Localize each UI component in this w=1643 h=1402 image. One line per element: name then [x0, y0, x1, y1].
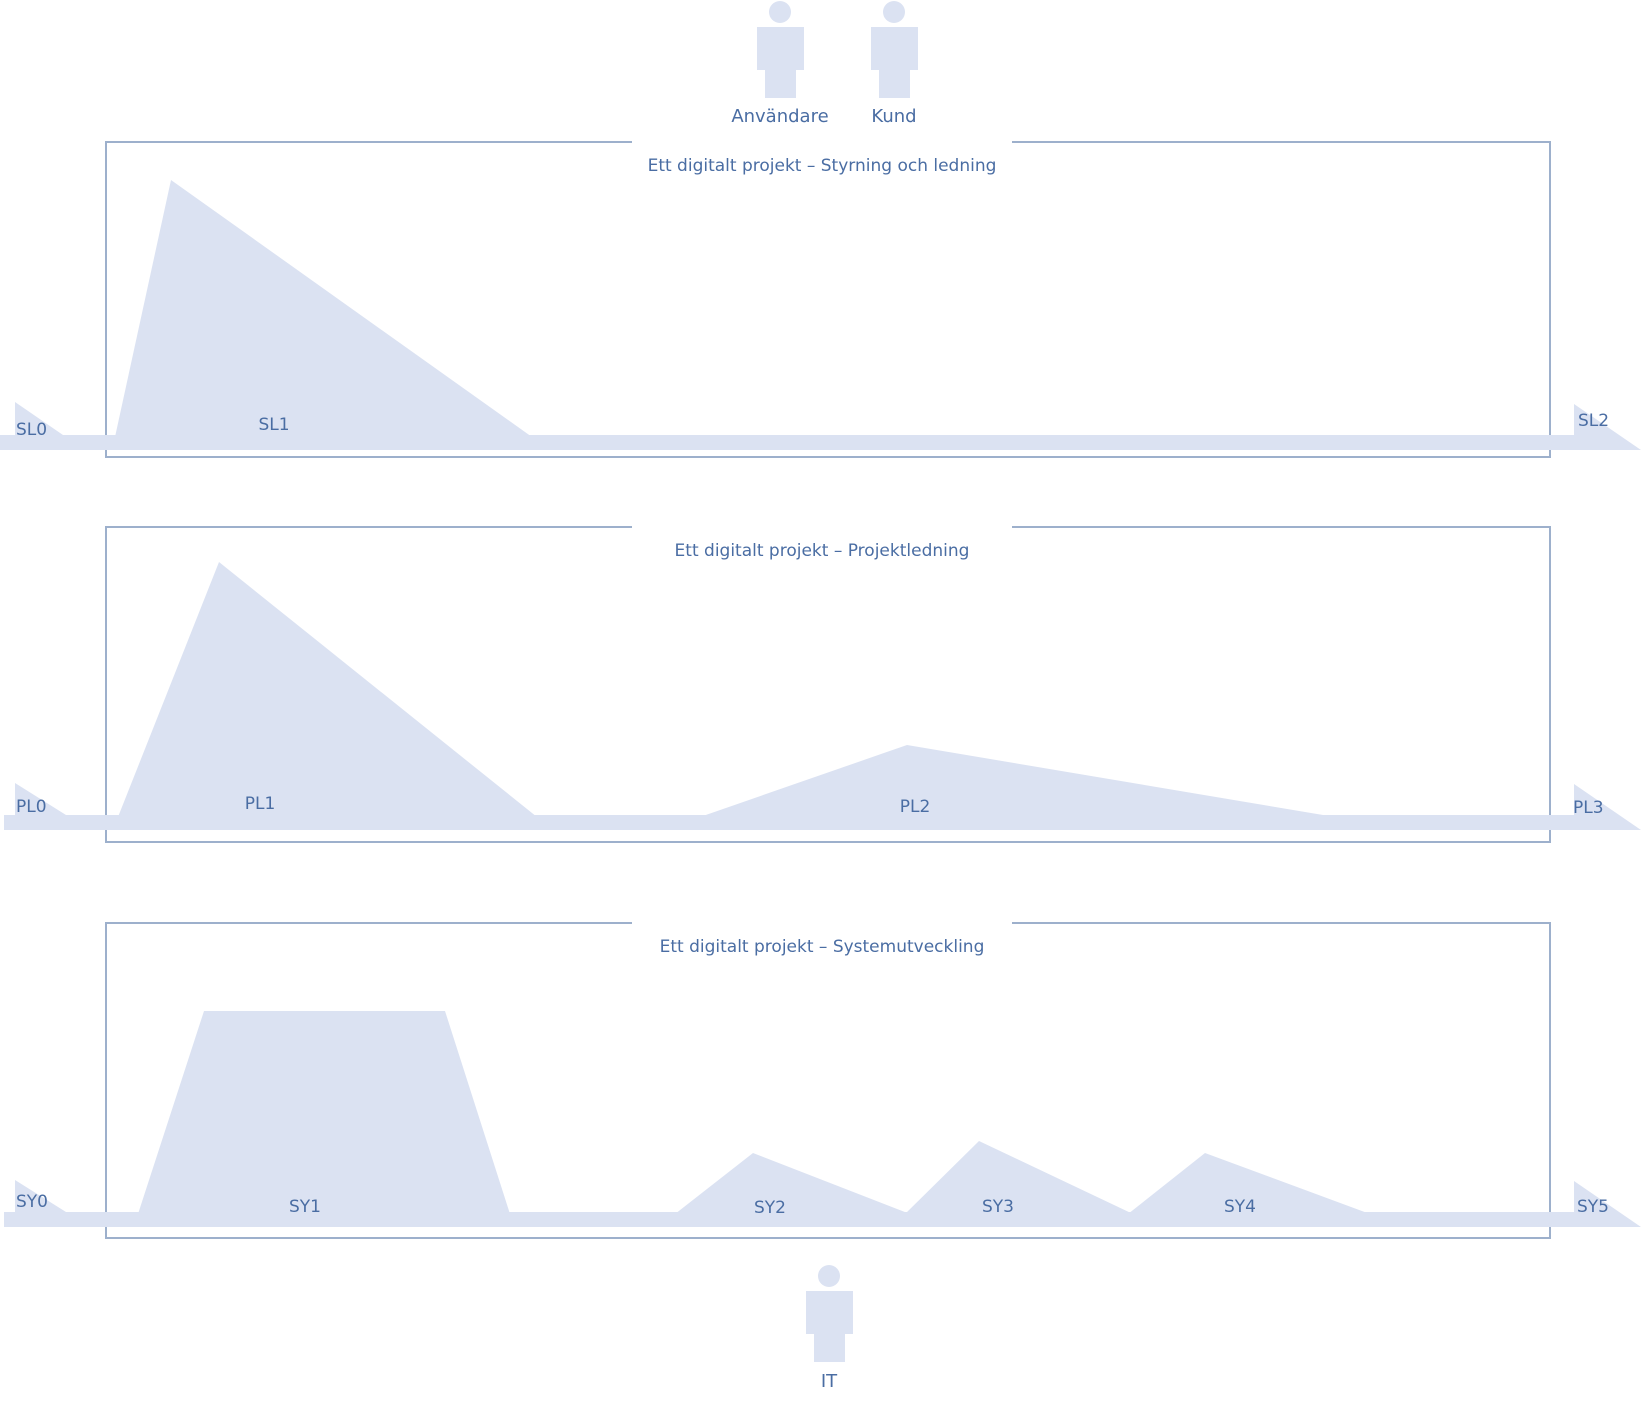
timeline-end-label: SL2: [1578, 411, 1609, 431]
phase-label-pl1: PL1: [245, 794, 276, 814]
timeline-arrow: [4, 783, 1641, 830]
phase-label-sy3: SY3: [982, 1197, 1014, 1217]
phase-shape-sy4: [1128, 1153, 1370, 1214]
phase-label-sy4: SY4: [1224, 1197, 1256, 1217]
lane-styrning-och-ledning: Ett digitalt projekt – Styrning och ledn…: [0, 138, 1641, 458]
timeline-arrow: [4, 1180, 1641, 1227]
actor-label-anvandare: Användare: [731, 106, 828, 127]
timeline-start-label: SL0: [16, 420, 47, 440]
timeline-start-label: SY0: [16, 1192, 48, 1212]
phase-shape-sl1: [115, 180, 532, 437]
phase-label-sy1: SY1: [289, 1197, 321, 1217]
timeline-end-label: PL3: [1573, 798, 1604, 818]
phase-shape-sy1: [138, 1011, 510, 1214]
lane-title: Ett digitalt projekt – Systemutveckling: [660, 937, 985, 957]
lane-title-backdrop: [632, 919, 1012, 927]
actor-kund: Kund: [871, 1, 918, 127]
actor-anvandare: Användare: [731, 1, 829, 127]
lane-title: Ett digitalt projekt – Projektledning: [675, 541, 970, 561]
person-icon: [806, 1265, 853, 1362]
phase-label-sl1: SL1: [258, 415, 289, 435]
lane-title-backdrop: [632, 138, 1012, 146]
phase-shape-sy2: [675, 1153, 910, 1214]
lane-title-backdrop: [632, 523, 1012, 531]
phase-label-pl2: PL2: [900, 797, 931, 817]
person-icon: [871, 1, 918, 98]
lane-projektledning: Ett digitalt projekt – Projektledning PL…: [4, 523, 1641, 843]
actor-label-kund: Kund: [871, 106, 916, 127]
timeline-end-label: SY5: [1577, 1197, 1609, 1217]
phase-shape-sy3: [905, 1141, 1133, 1214]
person-icon: [757, 1, 804, 98]
phase-label-sy2: SY2: [754, 1198, 786, 1218]
timeline-start-label: PL0: [16, 797, 47, 817]
phase-shape-pl1: [118, 562, 537, 817]
timeline-arrow: [0, 402, 1641, 450]
lane-systemutveckling: Ett digitalt projekt – Systemutveckling …: [4, 919, 1641, 1239]
actor-label-it: IT: [821, 1371, 838, 1392]
lane-title: Ett digitalt projekt – Styrning och ledn…: [648, 156, 997, 176]
phase-shape-pl2: [700, 745, 1335, 817]
actor-it: IT: [806, 1265, 853, 1392]
